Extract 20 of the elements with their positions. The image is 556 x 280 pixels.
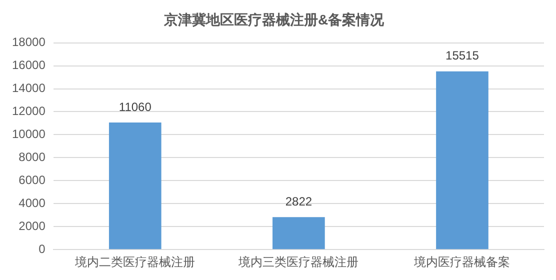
y-tick-label: 0 [38,242,46,256]
y-tick-label: 2000 [18,218,46,233]
y-tick-label: 10000 [12,127,46,142]
y-tick-label: 14000 [12,81,46,96]
x-tick-label: 境内医疗器械备案 [413,255,510,270]
bar [108,122,162,250]
y-tick-label: 12000 [12,104,46,118]
chart-title: 京津冀地区医疗器械注册&备案情况 [162,11,386,28]
data-label: 2822 [285,194,312,208]
x-tick-label: 境内三类医疗器械注册 [238,255,359,270]
y-tick-label: 8000 [18,150,46,164]
data-label: 11060 [118,100,152,114]
x-tick-label: 境内二类医疗器械注册 [74,255,196,270]
bar [436,71,488,250]
y-tick-label: 18000 [12,35,46,50]
data-label: 15515 [446,48,480,63]
y-tick-label: 6000 [18,172,46,187]
y-tick-label: 4000 [18,196,46,210]
y-tick-label: 16000 [12,58,46,72]
bar [272,217,325,250]
